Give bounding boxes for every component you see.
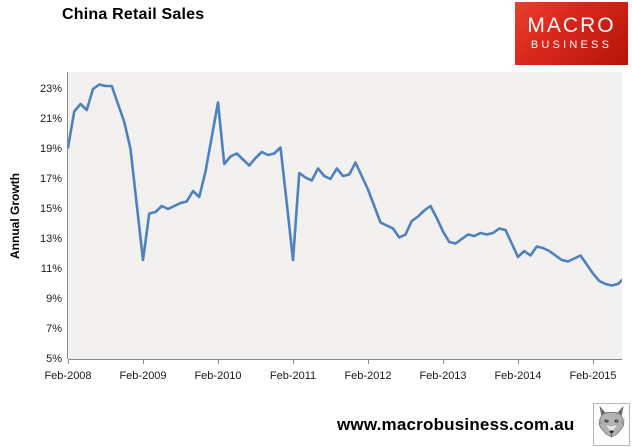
x-tick-label: Feb-2011 [269, 370, 317, 382]
x-tick-label: Feb-2014 [494, 370, 542, 382]
y-tick-label: 15% [39, 203, 62, 215]
y-tick-label: 19% [39, 143, 62, 155]
x-tick-mark [293, 360, 294, 364]
website-url: www.macrobusiness.com.au [337, 415, 575, 434]
y-tick-label: 13% [39, 233, 62, 245]
macrobusiness-logo: MACRO BUSINESS [515, 2, 628, 65]
x-tick-mark [143, 360, 144, 364]
chart-title: China Retail Sales [62, 6, 205, 23]
y-tick-label: 17% [39, 173, 62, 185]
y-tick-label: 21% [39, 113, 62, 125]
y-tick-label: 11% [40, 263, 62, 275]
wolf-logo [593, 403, 630, 446]
x-tick-mark [593, 360, 594, 364]
sales-line-chart [68, 83, 622, 287]
y-tick-label: 9% [46, 293, 62, 305]
y-tick-label: 7% [46, 323, 62, 335]
x-tick-mark [218, 360, 219, 364]
x-tick-mark [443, 360, 444, 364]
x-tick-label: Feb-2015 [569, 370, 617, 382]
data-line [68, 83, 622, 287]
logo-text-macro: MACRO [527, 14, 616, 37]
logo-text-business: BUSINESS [530, 39, 613, 51]
x-tick-label: Feb-2009 [119, 370, 167, 382]
y-tick-label: 5% [46, 353, 62, 365]
x-tick-mark [368, 360, 369, 364]
x-tick-label: Feb-2012 [344, 370, 392, 382]
x-tick-label: Feb-2013 [419, 370, 467, 382]
wolf-icon [598, 406, 625, 438]
x-tick-label: Feb-2010 [194, 370, 242, 382]
x-tick-mark [68, 360, 69, 364]
x-tick-label: Feb-2008 [44, 370, 92, 382]
y-tick-label: 23% [39, 83, 62, 95]
plot-area [68, 72, 622, 359]
x-tick-mark [518, 360, 519, 364]
